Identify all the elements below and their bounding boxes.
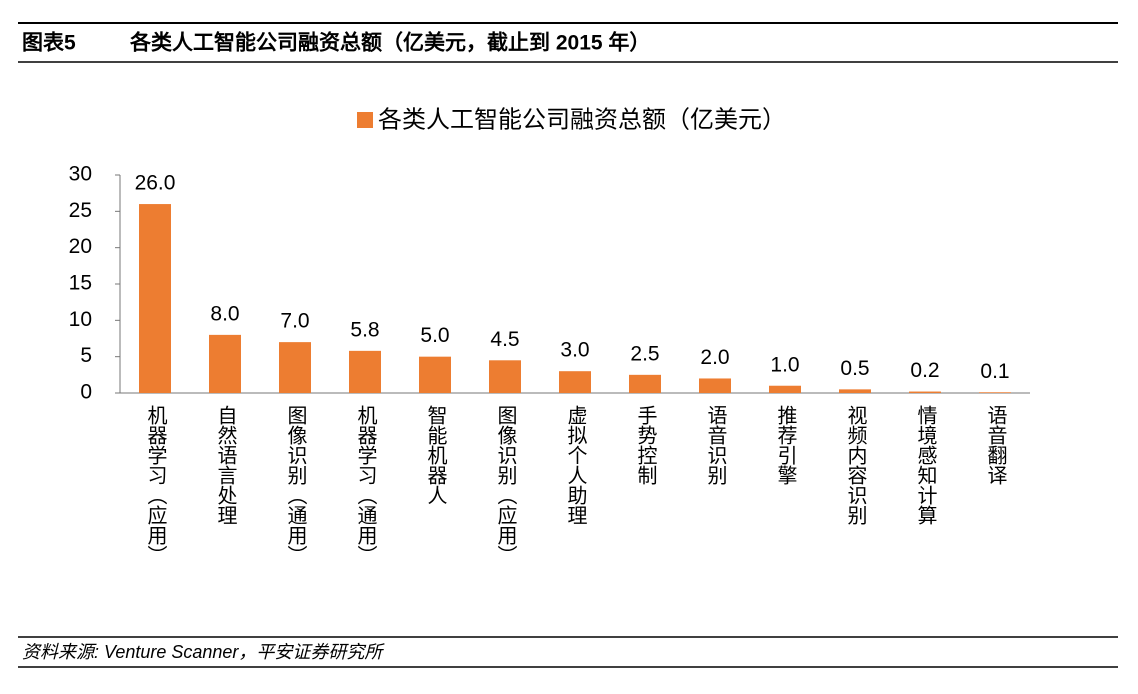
value-label: 1.0 (770, 353, 799, 376)
value-label: 0.2 (910, 359, 939, 382)
value-label: 2.0 (700, 346, 729, 369)
y-tick-label: 0 (80, 381, 92, 404)
y-tick-label: 5 (80, 344, 92, 367)
value-label: 3.0 (560, 339, 589, 362)
value-label: 26.0 (135, 172, 176, 195)
legend-swatch (357, 112, 373, 128)
y-tick-label: 20 (69, 235, 92, 258)
value-label: 5.0 (420, 324, 449, 347)
bar (979, 392, 1011, 393)
bar (559, 371, 591, 393)
value-label: 2.5 (630, 342, 659, 365)
bar (349, 350, 381, 393)
figure-label: 图表5 (22, 32, 76, 55)
value-label: 0.1 (980, 360, 1009, 383)
value-label: 8.0 (210, 302, 239, 325)
y-tick-label: 15 (69, 272, 92, 295)
x-tick-label: 自然语言处理 (214, 405, 237, 525)
x-tick-label: 图像识别（通用） (284, 405, 307, 565)
bar (629, 374, 661, 393)
y-tick-label: 30 (69, 163, 92, 186)
chart-title: 各类人工智能公司融资总额（亿美元，截止到 2015 年） (129, 31, 650, 55)
x-tick-label: 图像识别（应用） (494, 405, 517, 565)
x-tick-label: 智能机器人 (424, 405, 447, 505)
x-tick-label: 推荐引擎 (774, 405, 797, 485)
bar (279, 342, 311, 393)
bar (139, 204, 171, 393)
x-tick-label: 视频内容识别 (844, 405, 867, 525)
x-tick-label: 手势控制 (634, 405, 657, 485)
source-note: 资料来源: Venture Scanner，平安证券研究所 (22, 642, 385, 662)
y-tick-label: 10 (69, 308, 92, 331)
bar (419, 356, 451, 393)
x-tick-label: 语音识别 (704, 405, 727, 485)
legend-label: 各类人工智能公司融资总额（亿美元） (378, 106, 786, 133)
bar (769, 385, 801, 393)
value-label: 4.5 (490, 328, 519, 351)
x-tick-label: 虚拟个人助理 (564, 405, 587, 525)
y-tick-label: 25 (69, 199, 92, 222)
x-tick-label: 语音翻译 (984, 405, 1007, 485)
x-tick-label: 机器学习（应用） (144, 405, 167, 565)
bar (909, 391, 941, 393)
value-label: 7.0 (280, 310, 309, 333)
x-tick-label: 机器学习（通用） (354, 405, 377, 565)
value-label: 5.8 (350, 318, 379, 341)
value-label: 0.5 (840, 357, 869, 380)
bar (209, 334, 241, 393)
bar (699, 378, 731, 393)
bar (489, 360, 521, 393)
bar (839, 389, 871, 393)
x-tick-label: 情境感知计算 (914, 405, 937, 525)
